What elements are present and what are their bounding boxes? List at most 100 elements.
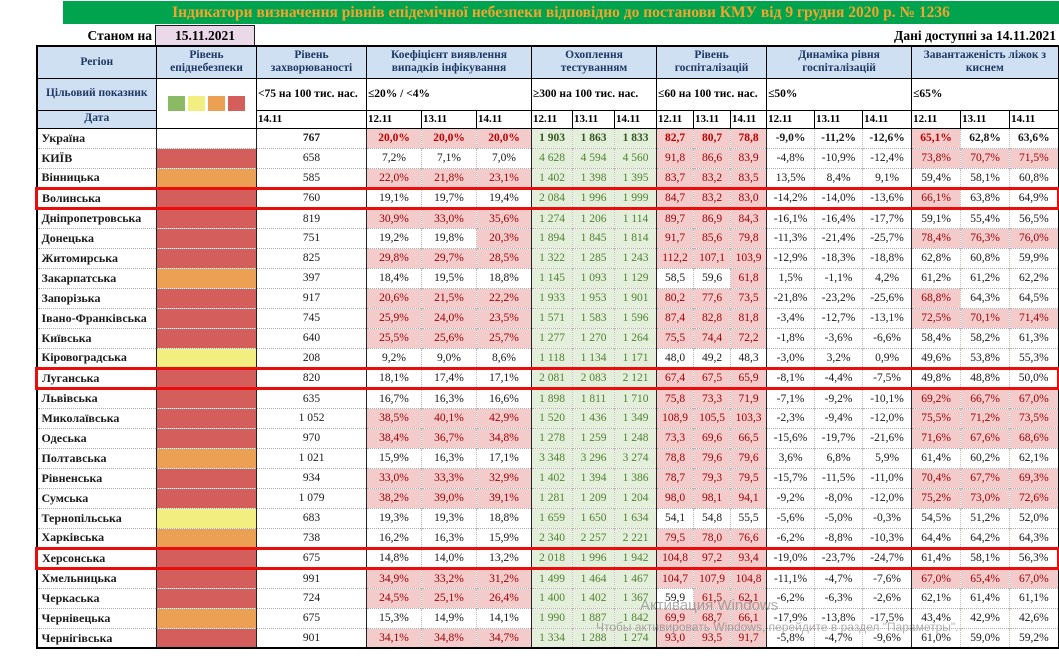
region-name-cell: Хмельницька <box>36 567 157 588</box>
dynamics-cell: -12,9% <box>766 247 815 268</box>
detection-cell: 18,1% <box>366 366 422 390</box>
oxygen-beds-cell: 66,1% <box>911 186 961 210</box>
testing-cell: 1 349 <box>613 407 657 428</box>
hospitalization-cell: 67,4 <box>656 366 694 390</box>
incidence-cell: 745 <box>256 307 367 328</box>
oxygen-beds-cell: 61,4% <box>960 587 1010 608</box>
testing-cell: 1 171 <box>613 347 657 368</box>
hospitalization-cell: 84,3 <box>730 207 767 228</box>
region-row: Чернівецька 675 15,3% 14,9% 14,1% 1 990 1 887 1… <box>36 607 1059 628</box>
hospitalization-cell: 66,5 <box>730 427 767 448</box>
testing-cell: 1 942 <box>613 546 657 570</box>
hospitalization-cell: 103,9 <box>730 247 767 268</box>
dynamics-cell: -4,4% <box>814 366 863 390</box>
detection-cell: 33,0% <box>366 467 422 488</box>
hospitalization-cell: 73,5 <box>730 287 767 308</box>
dynamics-cell: 8,4% <box>814 167 863 188</box>
testing-cell: 1 264 <box>613 327 657 348</box>
hospitalization-cell: 98,0 <box>656 487 694 508</box>
dynamics-cell: -9,2% <box>766 487 815 508</box>
incidence-cell: 1 079 <box>256 487 367 508</box>
hospitalization-cell: 91,7 <box>656 227 694 248</box>
dynamics-cell: 1,5% <box>766 267 815 288</box>
hospitalization-cell: 104,7 <box>656 567 694 588</box>
dynamics-cell: -8,0% <box>814 487 863 508</box>
hospitalization-cell: 78,8 <box>730 127 767 148</box>
detection-cell: 19,3% <box>421 507 477 528</box>
oxygen-beds-cell: 42,6% <box>1009 607 1059 628</box>
dynamics-cell: -21,6% <box>862 427 912 448</box>
oxy-date-12.11: 12.11 <box>911 109 962 129</box>
testing-cell: 2 018 <box>531 546 573 570</box>
oxygen-beds-cell: 71,4% <box>1009 307 1059 328</box>
testing-cell: 1 833 <box>613 127 657 148</box>
dynamics-cell: -11,1% <box>766 567 815 588</box>
oxygen-beds-cell: 55,3% <box>1009 347 1059 368</box>
detection-cell: 32,9% <box>476 467 532 488</box>
dynamics-cell: 4,2% <box>862 267 912 288</box>
hospitalization-cell: 107,9 <box>693 567 731 588</box>
red-level-swatch <box>228 95 245 111</box>
danger-level-cell <box>156 127 257 148</box>
danger-level-cell <box>156 327 257 348</box>
detection-cell: 14,9% <box>421 607 477 628</box>
testing-cell: 2 083 <box>572 366 615 390</box>
testing-cell: 1 209 <box>572 487 615 508</box>
testing-cell: 1 114 <box>613 207 657 228</box>
hospitalization-cell: 87,4 <box>656 307 694 328</box>
oxygen-beds-cell: 64,4% <box>911 527 961 548</box>
region-name-cell: Полтавська <box>36 447 157 468</box>
incidence-cell: 934 <box>256 467 367 488</box>
oxygen-beds-cell: 64,3% <box>1009 527 1059 548</box>
dynamics-cell: -6,2% <box>766 527 815 548</box>
detection-cell: 17,4% <box>421 366 477 390</box>
dynamics-cell: 3,6% <box>766 447 815 468</box>
dynamics-cell: -18,8% <box>862 247 912 268</box>
hospitalization-cell: 82,8 <box>693 307 731 328</box>
region-row: КИЇВ 658 7,2% 7,1% 7,0% 4 628 4 594 4 560 91,8 86… <box>36 147 1059 168</box>
detection-cell: 33,3% <box>421 467 477 488</box>
dynamics-cell: -7,6% <box>862 567 912 588</box>
oxygen-beds-cell: 69,3% <box>1009 467 1059 488</box>
region-name-cell: Рівненська <box>36 467 157 488</box>
oxygen-beds-cell: 62,1% <box>911 587 961 608</box>
incidence-target: <75 на 100 тис. нас. <box>256 77 367 111</box>
oxygen-beds-cell: 64,3% <box>960 287 1010 308</box>
dynamics-cell: -12,7% <box>814 307 863 328</box>
testing-cell: 1 499 <box>531 567 573 588</box>
incidence-cell: 917 <box>256 287 367 308</box>
detection-cell: 28,5% <box>476 247 532 268</box>
dyn-date-12.11: 12.11 <box>766 109 816 129</box>
danger-level-cell <box>156 307 257 328</box>
oxygen-beds-cell: 49,8% <box>911 366 961 390</box>
oxygen-beds-cell: 67,0% <box>1009 387 1059 408</box>
dynamics-cell: -14,2% <box>766 186 815 210</box>
hospitalization-cell: 59,9 <box>656 587 694 608</box>
dynamics-cell: -24,7% <box>862 546 912 570</box>
incidence-cell: 683 <box>256 507 367 528</box>
oxygen-beds-cell: 43,4% <box>911 607 961 628</box>
testing-cell: 1 467 <box>613 567 657 588</box>
hospitalization-cell: 65,9 <box>730 366 767 390</box>
detection-group-header: Коефіцієнт виявлення випадків інфікуванн… <box>366 45 532 79</box>
oxygen-beds-cell: 54,5% <box>911 507 961 528</box>
oxygen-beds-cell: 72,5% <box>911 307 961 328</box>
dynamics-cell: -7,5% <box>862 366 912 390</box>
testing-cell: 1 288 <box>572 627 615 648</box>
oxygen-beds-cell: 42,9% <box>960 607 1010 628</box>
hospitalization-cell: 93,5 <box>693 627 731 648</box>
detection-cell: 18,8% <box>476 267 532 288</box>
oxygen-beds-cell: 58,1% <box>960 546 1010 570</box>
detection-cell: 38,2% <box>366 487 422 508</box>
dynamics-cell: -10,9% <box>814 147 863 168</box>
oxygen-beds-cell: 62,8% <box>911 247 961 268</box>
dynamics-cell: -13,6% <box>862 186 912 210</box>
danger-level-cell <box>156 627 257 648</box>
testing-cell: 4 594 <box>572 147 615 168</box>
region-row: Київська 640 25,5% 25,6% 25,7% 1 277 1 270 1 26… <box>36 327 1059 348</box>
danger-level-cell <box>156 347 257 368</box>
region-row: Херсонська 675 14,8% 14,0% 13,2% 2 018 1 996 1 … <box>35 546 1059 570</box>
incidence-cell: 658 <box>256 147 367 168</box>
region-name-cell: Львівська <box>36 387 157 408</box>
